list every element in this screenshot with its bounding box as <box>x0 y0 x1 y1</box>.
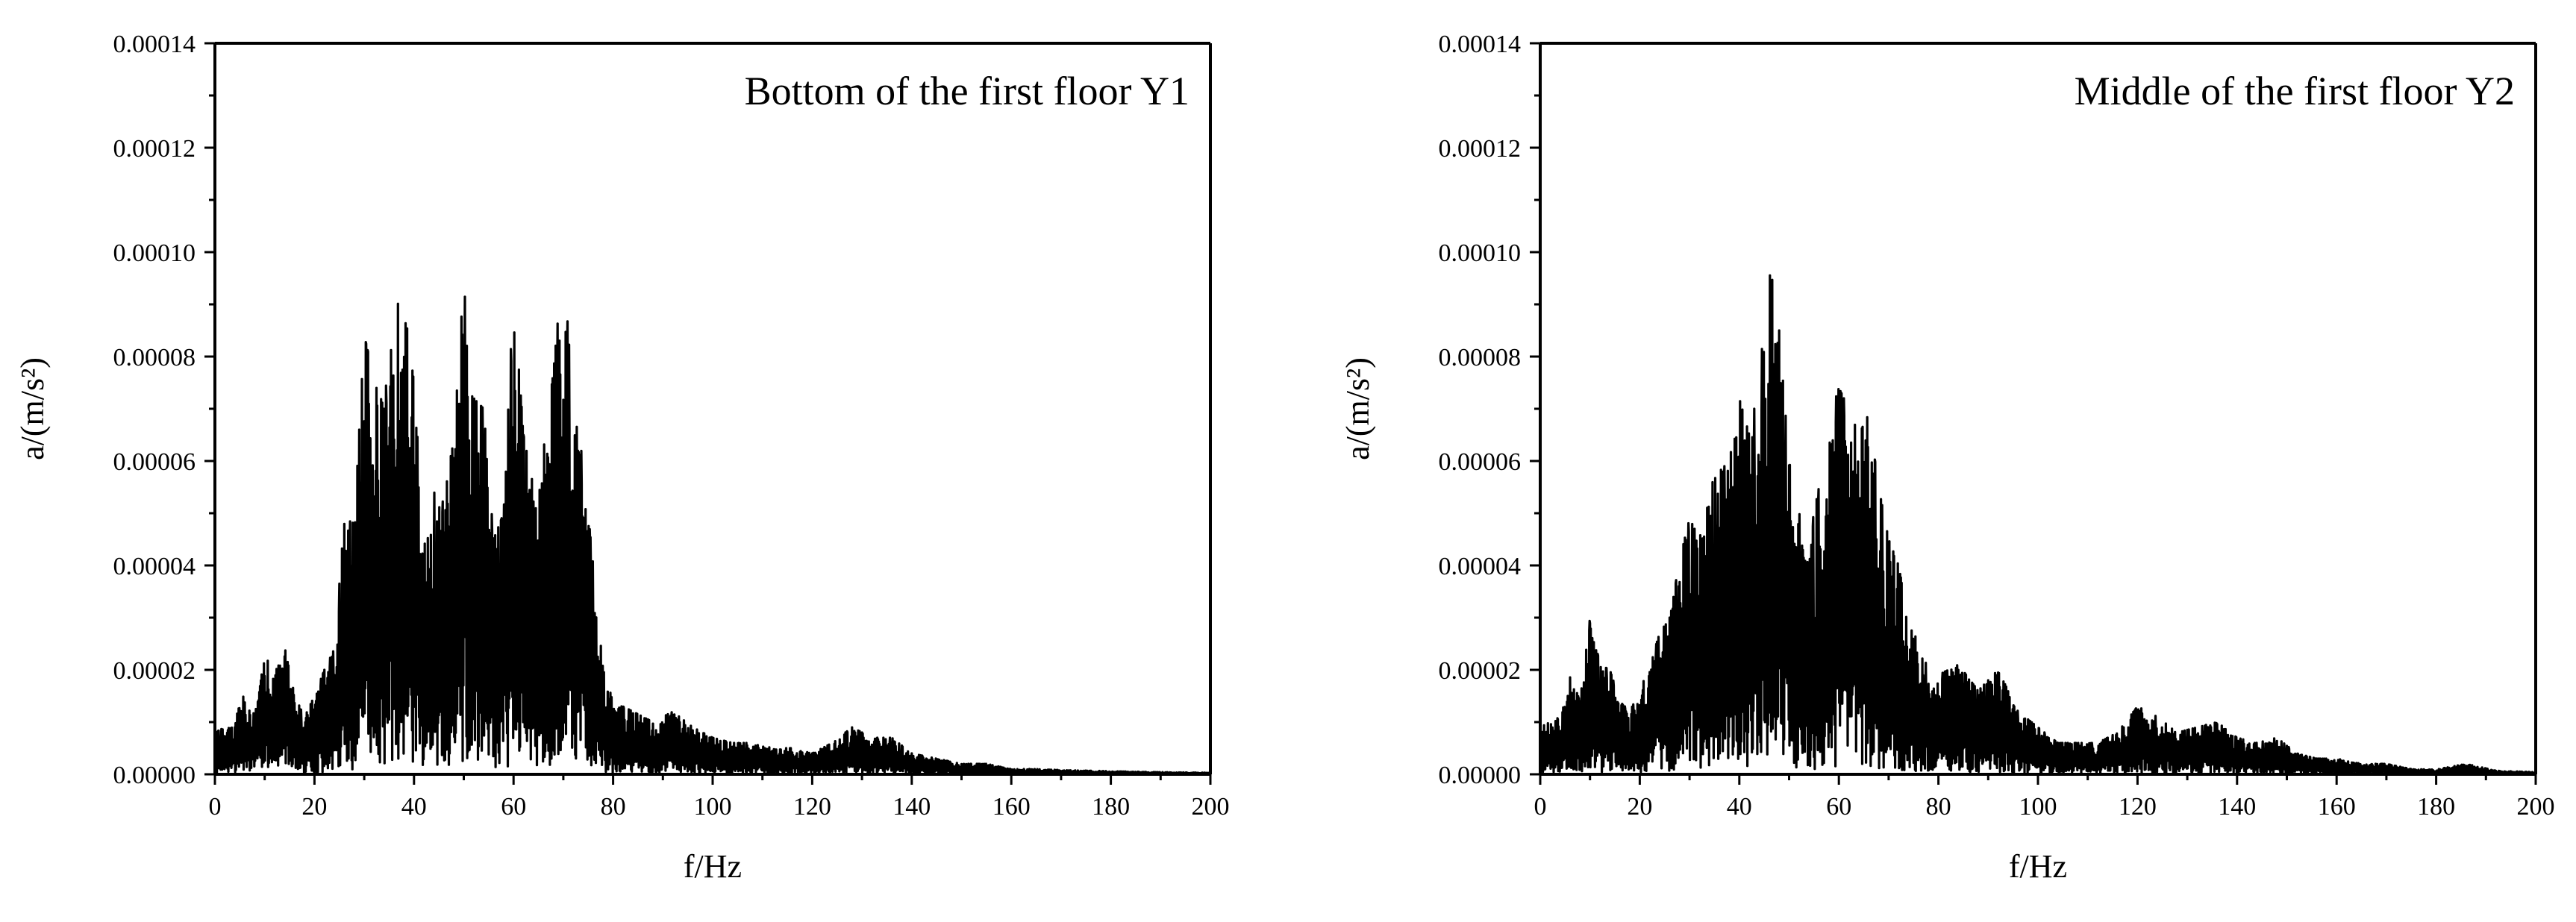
y-tick-label: 0.00014 <box>1439 31 1522 58</box>
x-tick-label: 20 <box>301 793 327 821</box>
y-tick-label: 0.00014 <box>113 31 196 58</box>
x-tick-label: 160 <box>992 793 1031 821</box>
x-tick-label: 20 <box>1627 793 1652 821</box>
x-tick-label: 40 <box>1727 793 1752 821</box>
chart-title: Middle of the first floor Y2 <box>2075 69 2515 113</box>
x-tick-label: 100 <box>694 793 732 821</box>
y-tick-label: 0.00004 <box>113 553 196 580</box>
y-tick-label: 0.00012 <box>113 135 196 163</box>
x-tick-label: 0 <box>1534 793 1547 821</box>
chart-panel-y1: 0 20 40 60 80 100 120 140 160 180 200 0.00000 0.0000… <box>14 31 1230 885</box>
y-tick-label: 0.00006 <box>1439 448 1522 476</box>
x-tick-label: 120 <box>793 793 831 821</box>
x-tick-label: 200 <box>1192 793 1230 821</box>
chart-panel-y2: 0 20 40 60 80 100 120 140 160 180 200 0.00000 0.0000… <box>1339 31 2555 885</box>
x-tick-label: 60 <box>1826 793 1851 821</box>
x-tick-label: 60 <box>501 793 526 821</box>
x-tick-label: 0 <box>209 793 222 821</box>
y-tick-label: 0.00002 <box>1439 657 1522 685</box>
x-tick-label: 40 <box>401 793 427 821</box>
y-tick-label: 0.00002 <box>113 657 196 685</box>
spectrum-line <box>213 295 1212 776</box>
x-tick-label: 100 <box>2019 793 2057 821</box>
x-tick-label: 80 <box>1926 793 1951 821</box>
y-tick-label: 0.00012 <box>1439 135 1522 163</box>
y-tick-label: 0.00008 <box>113 344 196 371</box>
y-tick-label: 0.00000 <box>113 762 196 789</box>
y-tick-label: 0.00006 <box>113 448 196 476</box>
x-tick-label: 120 <box>2119 793 2157 821</box>
spectrum-line <box>1539 274 2537 776</box>
y-axis-label: a/(m/s²) <box>14 357 51 460</box>
x-axis-label: f/Hz <box>684 848 742 885</box>
x-tick-label: 140 <box>892 793 931 821</box>
x-tick-label: 200 <box>2517 793 2555 821</box>
x-tick-label: 80 <box>601 793 626 821</box>
y-tick-label: 0.00010 <box>113 239 196 267</box>
x-tick-label: 140 <box>2218 793 2256 821</box>
x-axis-label: f/Hz <box>2009 848 2067 885</box>
y-tick-label: 0.00010 <box>1439 239 1522 267</box>
y-tick-label: 0.00000 <box>1439 762 1522 789</box>
x-tick-label: 180 <box>1092 793 1130 821</box>
x-tick-label: 180 <box>2417 793 2455 821</box>
y-tick-label: 0.00004 <box>1439 553 1522 580</box>
y-axis-label: a/(m/s²) <box>1339 357 1376 460</box>
chart-title: Bottom of the first floor Y1 <box>745 69 1189 113</box>
y-tick-label: 0.00008 <box>1439 344 1522 371</box>
x-tick-label: 160 <box>2318 793 2356 821</box>
